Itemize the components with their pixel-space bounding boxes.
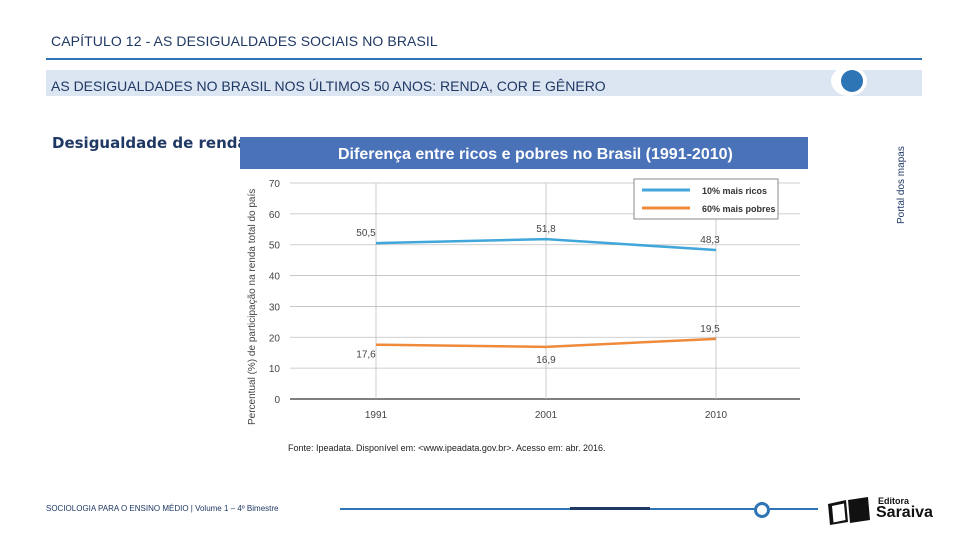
footer-divider-accent: [570, 507, 650, 510]
x-tick-label: 2010: [705, 410, 728, 421]
y-tick-label: 10: [269, 364, 281, 375]
book-icon: [828, 497, 870, 525]
y-tick-label: 60: [269, 210, 281, 221]
subtitle-band: [46, 70, 922, 96]
data-label: 19,5: [700, 324, 720, 335]
x-tick-label: 2001: [535, 410, 558, 421]
y-tick-label: 30: [269, 302, 281, 313]
section-label: Desigualdade de renda:: [52, 134, 254, 152]
legend-label-rich: 10% mais ricos: [702, 186, 767, 196]
data-label: 16,9: [536, 355, 556, 366]
y-tick-label: 0: [274, 395, 280, 406]
series-line-1: [375, 337, 717, 349]
chart-title: Diferença entre ricos e pobres no Brasil…: [338, 146, 733, 163]
footer-dot-icon: [754, 502, 770, 518]
header-divider: [46, 58, 922, 60]
data-label: 51,8: [536, 224, 556, 235]
data-label: 17,6: [356, 350, 376, 361]
slide-subtitle: AS DESIGUALDADES NO BRASIL NOS ÚLTIMOS 5…: [51, 78, 606, 94]
legend-label-poor: 60% mais pobres: [702, 204, 776, 214]
legend-box: [633, 178, 779, 220]
footer-divider-right: [770, 508, 818, 510]
footer-divider: [340, 508, 760, 510]
source-note: Fonte: Ipeadata. Disponível em: <www.ipe…: [288, 443, 606, 453]
footer-text: SOCIOLOGIA PARA O ENSINO MÉDIO | Volume …: [46, 504, 279, 513]
y-tick-label: 40: [269, 272, 281, 283]
publisher-logo: Editora Saraiva: [826, 494, 942, 526]
data-label: 48,3: [700, 235, 720, 246]
chart-container: Diferença entre ricos e pobres no Brasil…: [230, 135, 810, 430]
logo-saraiva: Saraiva: [876, 504, 933, 521]
chapter-title: CAPÍTULO 12 - AS DESIGUALDADES SOCIAIS N…: [51, 33, 438, 49]
logo-editora: Editora: [878, 496, 910, 506]
chart-title-bar: [240, 137, 808, 169]
series-line-0: [375, 237, 717, 252]
y-axis-label: Percentual (%) de participação na renda …: [247, 189, 258, 425]
x-tick-label: 1991: [365, 410, 388, 421]
y-tick-label: 50: [269, 241, 281, 252]
side-credit: Portal dos mapas: [896, 146, 907, 224]
y-tick-label: 20: [269, 333, 281, 344]
line-chart: Diferença entre ricos e pobres no Brasil…: [240, 137, 808, 425]
decorative-circle-icon: [841, 70, 863, 92]
y-tick-label: 70: [269, 179, 281, 190]
data-label: 50,5: [356, 228, 376, 239]
